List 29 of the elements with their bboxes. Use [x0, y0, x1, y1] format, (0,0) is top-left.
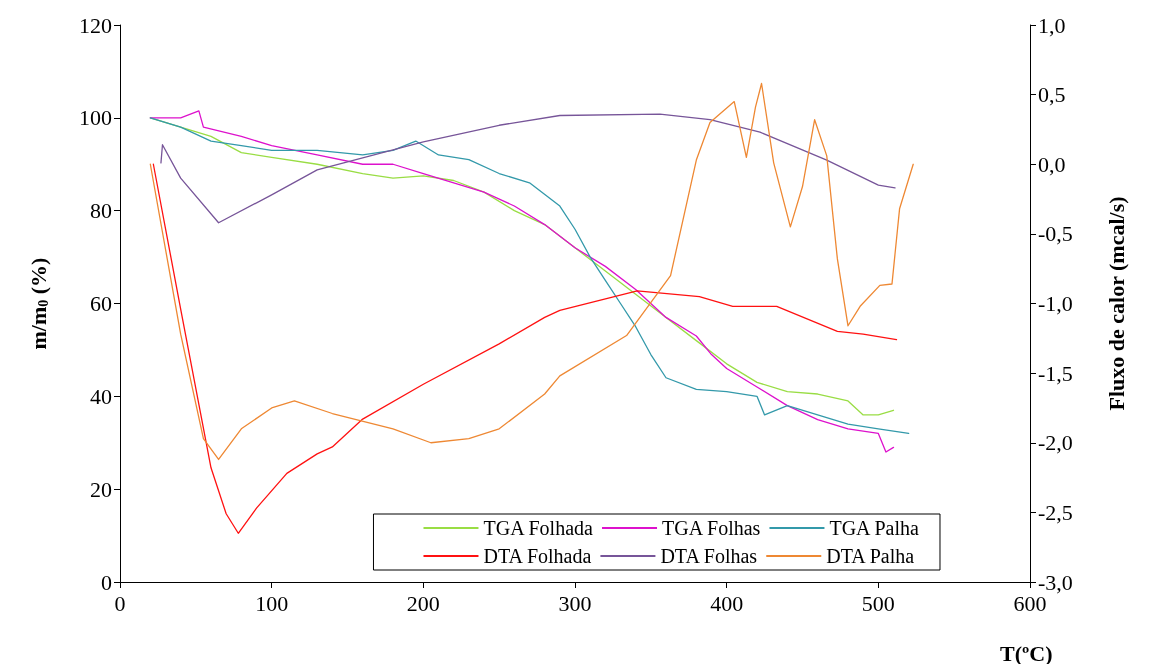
y2-tick-label: -0,5	[1038, 221, 1073, 247]
y2-axis-title: Fluxo de calor (mcal/s)	[1103, 196, 1129, 411]
y-tick-label: 0	[101, 569, 112, 595]
y2-tick-label: 0,0	[1038, 151, 1066, 177]
legend-label: DTA Palha	[826, 545, 915, 567]
y2-tick-label: -2,0	[1038, 430, 1073, 456]
y2-tick-label: 0,5	[1038, 82, 1066, 108]
y-tick-label: 60	[90, 291, 112, 316]
legend-label: TGA Palha	[829, 517, 920, 539]
y2-tick-label: 1,0	[1038, 12, 1066, 38]
y2-tick-label: -1,0	[1038, 291, 1073, 316]
x-tick-label: 500	[861, 590, 895, 616]
x-tick-label: 400	[710, 590, 744, 616]
legend-label: DTA Folhada	[483, 545, 592, 567]
x-tick-label: 100	[255, 590, 289, 616]
x-tick-label: 200	[406, 590, 440, 616]
legend-label: TGA Folhada	[483, 517, 594, 539]
y2-tick-label: -2,5	[1038, 499, 1073, 525]
y-axis-title: m/m0 (%)	[25, 257, 51, 350]
legend-label: TGA Folhas	[662, 517, 761, 539]
y-tick-label: 20	[90, 476, 112, 502]
line-series	[160, 113, 896, 224]
y2-tick-label: -1,5	[1038, 360, 1073, 386]
y-tick-label: 120	[79, 12, 112, 38]
y-tick-label: 80	[90, 198, 112, 224]
y-tick-label: 100	[79, 105, 112, 131]
x-tick-label: 300	[558, 590, 592, 616]
y-tick-label: 40	[90, 383, 112, 409]
legend-label: DTA Folhas	[660, 545, 758, 567]
